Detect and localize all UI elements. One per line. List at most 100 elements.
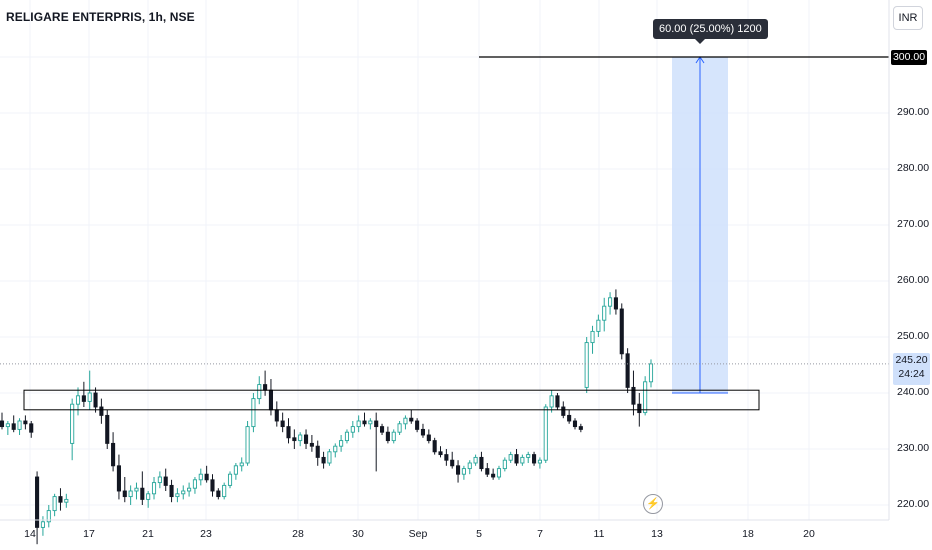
candle: [426, 429, 431, 444]
candle: [409, 409, 414, 424]
candle-body: [537, 459, 542, 464]
candle: [93, 387, 98, 413]
candle-body: [210, 479, 215, 492]
candle: [298, 432, 303, 447]
candle-body: [403, 417, 408, 425]
x-tick-label: 30: [352, 528, 364, 540]
candle: [537, 457, 542, 469]
candle-body: [11, 423, 16, 430]
candle: [169, 479, 174, 503]
candle: [52, 493, 57, 517]
candle-body: [298, 434, 303, 442]
candle-body: [350, 426, 355, 433]
candle: [327, 449, 332, 466]
candle-body: [631, 386, 636, 405]
candle: [596, 314, 601, 337]
candle: [491, 468, 496, 480]
candle-body: [508, 454, 513, 461]
candle-body: [333, 445, 338, 453]
candle-body: [192, 479, 197, 489]
candle-body: [181, 490, 186, 495]
candle: [17, 418, 22, 435]
currency-button[interactable]: INR: [893, 6, 923, 30]
x-tick-label: 13: [651, 528, 663, 540]
candle-body: [163, 476, 168, 486]
candle: [631, 370, 636, 416]
candle-body: [146, 493, 151, 500]
candle-body: [315, 445, 320, 458]
candle-body: [216, 490, 221, 498]
candle-body: [572, 420, 578, 428]
candle-body: [555, 395, 560, 408]
candle-body: [613, 297, 618, 310]
candle: [233, 463, 238, 480]
candle-body: [75, 395, 81, 405]
symbol-title: RELIGARE ENTERPRIS, 1h, NSE: [6, 10, 195, 24]
candle-body: [134, 487, 139, 492]
candle: [35, 471, 40, 545]
candle: [374, 412, 379, 472]
candle: [204, 465, 209, 483]
candle: [578, 423, 583, 433]
candle-body: [584, 342, 589, 388]
y-tick-label: 240.00: [897, 386, 930, 398]
candle: [198, 468, 203, 486]
y-tick-label: 230.00: [897, 442, 930, 454]
candle-body: [157, 476, 162, 484]
candle-body: [526, 454, 531, 458]
candle: [192, 477, 197, 494]
candle-body: [268, 389, 274, 411]
candle: [608, 292, 613, 315]
candle: [385, 426, 390, 444]
candle-body: [239, 462, 244, 467]
candle: [75, 387, 81, 416]
candle: [508, 451, 513, 463]
candle: [514, 449, 519, 466]
candle-body: [549, 395, 554, 408]
candle: [81, 381, 86, 407]
candle-body: [491, 473, 496, 478]
candle: [245, 421, 250, 466]
candle: [532, 451, 537, 466]
candle: [438, 446, 443, 458]
candle: [146, 491, 151, 508]
x-tick-label: 7: [537, 528, 543, 540]
candle-body: [385, 431, 390, 442]
current-price-value: 245.20: [895, 354, 928, 366]
candle: [625, 348, 630, 393]
candle-body: [227, 473, 233, 486]
candle: [251, 393, 256, 433]
candle: [163, 468, 168, 491]
candle-body: [169, 484, 174, 498]
candle-body: [128, 490, 133, 498]
candle: [368, 418, 373, 430]
candle-body: [485, 468, 490, 475]
candle: [619, 303, 624, 360]
candle-body: [245, 426, 250, 464]
candle-body: [187, 487, 192, 492]
x-tick-label: 20: [803, 528, 815, 540]
candle: [0, 412, 5, 430]
candle-body: [444, 454, 449, 461]
target-price-label: 300.00: [891, 50, 927, 65]
candle: [64, 493, 69, 508]
candle-body: [204, 473, 209, 481]
candle: [58, 488, 63, 511]
candle-body: [368, 420, 373, 425]
candle-body: [175, 493, 180, 498]
candle-body: [543, 406, 548, 461]
candle-body: [198, 473, 203, 481]
x-tick-label: 5: [476, 528, 482, 540]
candle: [473, 454, 478, 466]
lightning-icon[interactable]: ⚡: [643, 494, 663, 514]
candle-body: [415, 420, 420, 430]
candle: [467, 460, 472, 475]
candle-body: [397, 423, 402, 433]
candle: [572, 418, 578, 430]
candle: [286, 418, 291, 444]
candle: [403, 415, 408, 430]
x-tick-label: Sep: [408, 528, 428, 540]
candle: [222, 482, 227, 500]
candle-body: [81, 395, 86, 402]
